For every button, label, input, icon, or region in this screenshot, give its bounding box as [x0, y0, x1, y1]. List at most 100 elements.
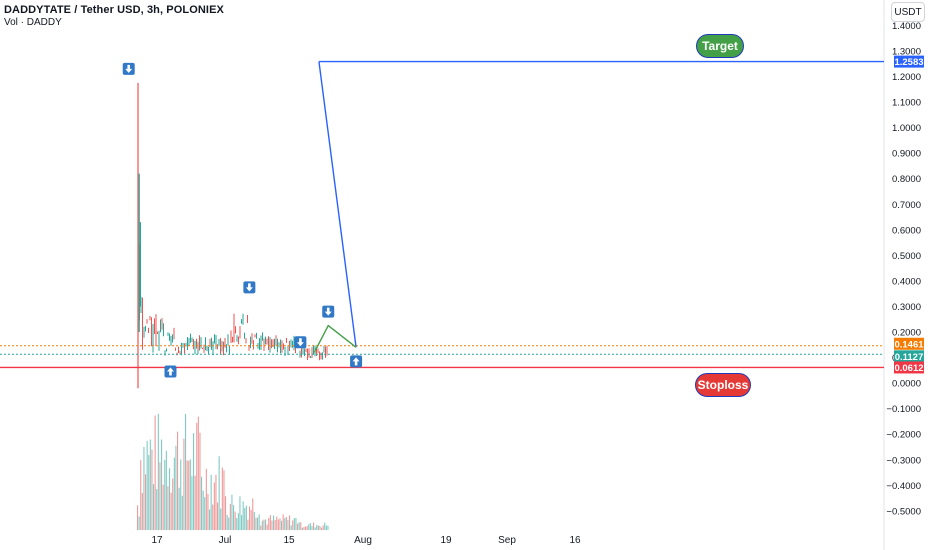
volume-bar — [322, 525, 324, 530]
currency-button[interactable]: USDT — [891, 2, 925, 22]
x-tick-label: Sep — [498, 535, 516, 546]
y-tick-label: 1.1000 — [892, 98, 921, 109]
stop-price-label: 0.0612 — [894, 361, 924, 374]
svg-text:0.0612: 0.0612 — [894, 363, 923, 374]
volume-bar — [273, 515, 275, 530]
volume-bar — [143, 446, 145, 530]
volume-bar — [321, 527, 323, 530]
svg-text:1.2583: 1.2583 — [894, 57, 923, 68]
volume-bar — [218, 456, 220, 530]
volume-bar — [196, 422, 198, 530]
orange-price-label: 0.1461 — [894, 337, 924, 350]
y-tick-label: 1.3000 — [892, 46, 921, 57]
y-tick-label: 1.0000 — [892, 123, 921, 134]
volume-bar — [210, 474, 212, 530]
volume-bar — [188, 460, 190, 530]
volume-bar — [145, 474, 147, 530]
volume-bar — [170, 492, 172, 530]
volume-bar — [239, 496, 241, 530]
volume-bar — [151, 449, 153, 530]
volume-bar — [173, 457, 175, 530]
volume-bar — [266, 524, 268, 530]
x-tick-label: 16 — [569, 535, 581, 546]
volume-bars — [137, 413, 329, 530]
x-tick-label: 19 — [440, 535, 452, 546]
volume-bar — [185, 414, 187, 530]
x-tick-label: 15 — [283, 535, 295, 546]
volume-bar — [156, 489, 158, 530]
volume-bar — [268, 518, 270, 530]
volume-bar — [191, 476, 193, 530]
volume-bar — [164, 459, 166, 530]
volume-bar — [257, 517, 259, 530]
y-tick-label: 0.2000 — [892, 328, 921, 339]
volume-bar — [237, 513, 239, 530]
y-tick-label: 0.4000 — [892, 276, 921, 287]
volume-bar — [325, 525, 327, 530]
volume-bar — [284, 518, 286, 530]
volume-bar — [285, 516, 287, 530]
volume-bar — [303, 526, 305, 530]
volume-bar — [138, 516, 140, 530]
volume-bar — [249, 506, 251, 530]
target-annotation[interactable]: Target — [696, 34, 744, 58]
y-tick-label: 0.6000 — [892, 225, 921, 236]
x-tick-label: Jul — [219, 535, 232, 546]
volume-bar — [269, 515, 271, 530]
x-tick-label: 17 — [151, 535, 163, 546]
volume-bar — [181, 495, 183, 530]
volume-bar — [180, 459, 182, 530]
volume-bar — [250, 509, 252, 530]
volume-bar — [157, 413, 159, 530]
volume-bar — [313, 522, 315, 530]
volume-bar — [242, 501, 244, 530]
volume-bar — [228, 517, 230, 530]
y-tick-label: −0.3000 — [886, 455, 921, 466]
volume-bar — [154, 415, 156, 530]
volume-bar — [177, 431, 179, 530]
volume-bar — [186, 460, 188, 530]
volume-bar — [289, 515, 291, 530]
volume-bar — [233, 505, 235, 530]
volume-bar — [311, 525, 313, 530]
y-tick-label: −0.2000 — [886, 430, 921, 441]
volume-bar — [290, 525, 292, 530]
stoploss-annotation[interactable]: Stoploss — [695, 373, 751, 397]
volume-bar — [305, 526, 307, 530]
volume-bar — [317, 525, 319, 530]
volume-bar — [140, 460, 142, 530]
volume-bar — [234, 511, 236, 530]
price-candles — [137, 244, 328, 361]
volume-bar — [300, 522, 302, 530]
symbol-title: DADDYTATE / Tether USD, 3h, POLONIEX — [4, 4, 224, 16]
y-tick-label: 0.8000 — [892, 174, 921, 185]
volume-bar — [189, 459, 191, 530]
y-tick-label: −0.5000 — [886, 506, 921, 517]
y-tick-label: 0.0000 — [892, 379, 921, 390]
y-tick-label: 0.7000 — [892, 200, 921, 211]
x-tick-label: Aug — [354, 535, 372, 546]
volume-bar — [148, 455, 150, 530]
volume-bar — [223, 470, 225, 530]
current-price-label: 0.1127 — [894, 350, 924, 363]
volume-bar — [255, 517, 257, 530]
volume-bar — [282, 514, 284, 530]
volume-bar — [199, 432, 201, 530]
volume-bar — [306, 526, 308, 530]
y-tick-label: 1.2000 — [892, 72, 921, 83]
volume-bar — [281, 520, 283, 530]
volume-bar — [260, 525, 262, 530]
volume-bar — [279, 518, 281, 530]
volume-bar — [277, 519, 279, 530]
sell-arrow-icon — [122, 62, 135, 75]
y-tick-label: −0.4000 — [886, 481, 921, 492]
sell-arrow-icon — [243, 281, 256, 294]
volume-bar — [324, 522, 326, 530]
volume-bar — [141, 492, 143, 530]
target-price-label: 1.2583 — [894, 55, 924, 68]
sell-arrow-icon — [294, 336, 307, 349]
volume-bar — [146, 440, 148, 530]
volume-bar — [159, 462, 161, 530]
volume-bar — [316, 525, 318, 530]
